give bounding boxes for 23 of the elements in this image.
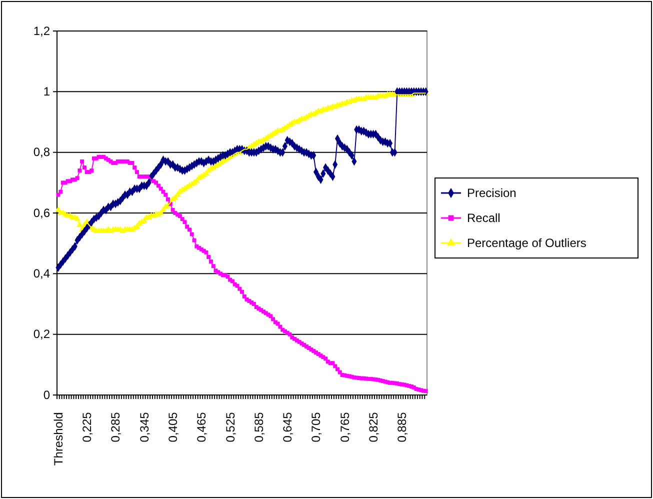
y-tick-label: 0 xyxy=(43,388,50,402)
x-tick-label: 0,285 xyxy=(108,412,123,442)
x-tick-label: 0,345 xyxy=(137,412,152,442)
x-tick-label: 0,645 xyxy=(280,412,295,442)
x-tick-label: 0,825 xyxy=(366,412,380,442)
legend-label: Recall xyxy=(467,211,500,226)
y-tick-label: 0,6 xyxy=(33,206,50,220)
y-tick-label: 1,2 xyxy=(33,24,50,38)
x-tick-label: 0,225 xyxy=(80,412,94,442)
x-tick-label: 0,405 xyxy=(166,412,180,442)
y-tick-label: 0,2 xyxy=(33,327,50,342)
x-tick-label: 0,765 xyxy=(338,412,352,442)
y-tick-label: 0,8 xyxy=(33,145,50,160)
y-tick-label: 1 xyxy=(43,84,50,99)
x-tick-label: 0,465 xyxy=(194,412,209,442)
x-tick-label: Threshold xyxy=(51,412,66,466)
legend-label: Precision xyxy=(467,186,516,200)
x-tick-label: 0,525 xyxy=(223,412,238,442)
x-tick-label: 0,705 xyxy=(309,412,324,442)
x-tick-label: 0,885 xyxy=(395,412,410,442)
y-tick-label: 0,4 xyxy=(33,266,50,281)
x-tick-label: 0,585 xyxy=(252,412,266,442)
legend-label: Percentage of Outliers xyxy=(467,236,586,250)
